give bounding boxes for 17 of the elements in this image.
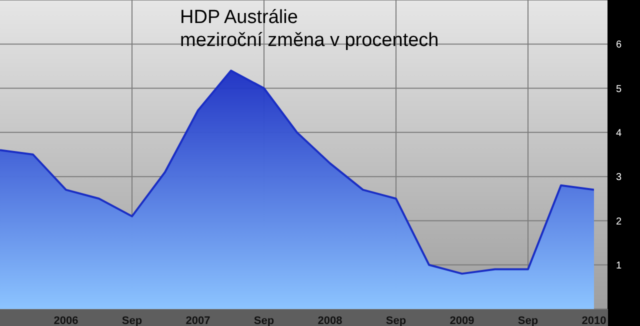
chart-title: HDP Austrálie <box>180 6 299 29</box>
y-tick-label: 5 <box>616 84 622 95</box>
y-tick-label: 3 <box>616 172 622 184</box>
x-tick-label: Sep <box>518 314 538 326</box>
x-tick-label: Sep <box>122 314 142 326</box>
y-tick-label: 2 <box>616 216 622 228</box>
y-tick-label: 6 <box>616 40 622 51</box>
x-tick-label: Sep <box>254 314 274 326</box>
x-tick-label: 2010 <box>582 314 606 326</box>
y-tick-label: 1 <box>616 260 622 272</box>
x-tick-label: 2006 <box>54 314 78 326</box>
text: meziroční změna v procentech <box>180 29 439 52</box>
x-tick-label: Sep <box>386 314 406 326</box>
x-tick-label: 2009 <box>450 314 474 326</box>
x-tick-label: 2007 <box>186 314 210 326</box>
x-tick-label: 2008 <box>318 314 342 326</box>
y-tick-label: 4 <box>616 128 622 139</box>
